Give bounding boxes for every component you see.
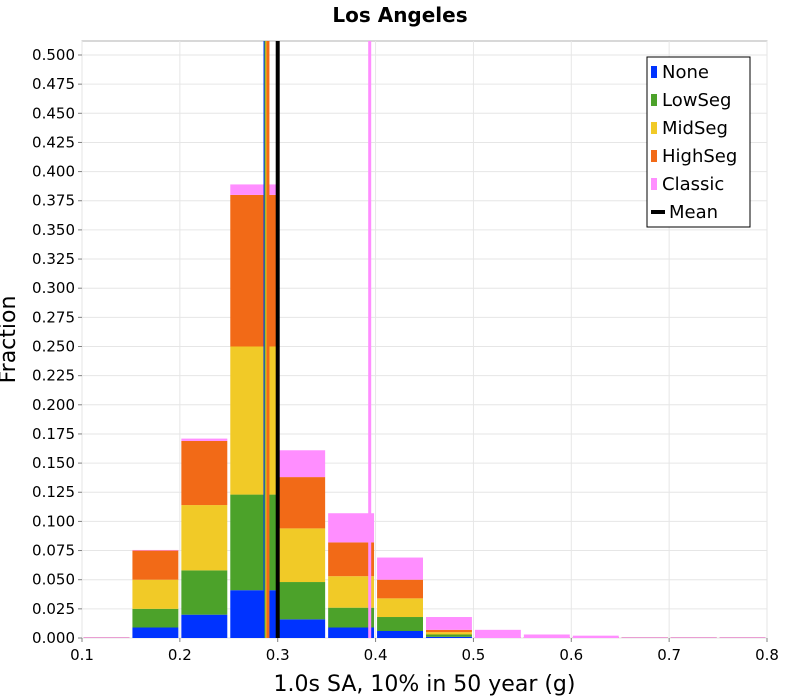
legend-swatch-classic [651, 178, 657, 190]
bar-lowseg-0.15 [132, 608, 179, 628]
legend-label-classic: Classic [662, 174, 724, 195]
bar-midseg-0.20 [181, 505, 228, 571]
bar-classic-0.55 [523, 634, 570, 638]
bar-classic-0.30 [279, 450, 326, 478]
y-tick-label: 0.425 [32, 133, 75, 151]
bar-lowseg-0.35 [328, 607, 375, 628]
bar-classic-0.50 [474, 629, 521, 638]
y-tick-label: 0.400 [32, 163, 75, 181]
y-tick-label: 0.250 [32, 337, 75, 355]
x-tick-label: 0.7 [657, 646, 681, 664]
x-axis: 0.1 0.2 0.3 0.4 0.5 0.6 0.7 0.8 [70, 638, 779, 664]
legend-label-highseg: HighSeg [662, 146, 737, 167]
bar-none-0.40 [377, 631, 423, 638]
bar-none-0.45 [426, 636, 472, 638]
y-tick-label: 0.325 [32, 250, 75, 268]
bar-midseg-0.30 [279, 528, 326, 583]
y-axis-title: Fraction [0, 296, 21, 384]
y-tick-label: 0.125 [32, 483, 75, 501]
bar-none-0.20 [181, 614, 228, 638]
bar-classic-0.10 [83, 637, 130, 638]
y-tick-label: 0.100 [32, 512, 75, 530]
y-tick-label: 0.475 [32, 75, 75, 93]
bar-classic-0.70 [670, 637, 717, 638]
legend: None LowSeg MidSeg HighSeg Classic Mean [646, 56, 751, 228]
bar-highseg-0.35 [328, 542, 375, 577]
bar-classic-0.75 [719, 637, 766, 638]
bar-classic-0.20 [181, 438, 228, 441]
bar-classic-0.45 [426, 617, 472, 630]
x-tick-label: 0.4 [364, 646, 388, 664]
legend-box [646, 56, 751, 228]
x-tick-label: 0.6 [559, 646, 583, 664]
bar-none-0.15 [132, 627, 179, 638]
bar-classic-0.40 [377, 557, 423, 580]
bar-lowseg-0.45 [426, 634, 472, 637]
x-tick-label: 0.3 [266, 646, 290, 664]
y-tick-label: 0.300 [32, 279, 75, 297]
x-tick-label: 0.2 [168, 646, 192, 664]
legend-swatch-mean [651, 210, 665, 214]
y-tick-label: 0.375 [32, 192, 75, 210]
bar-classic-0.35 [328, 513, 375, 543]
y-tick-label: 0.175 [32, 425, 75, 443]
bar-classic-0.60 [572, 635, 619, 638]
bar-lowseg-0.30 [279, 582, 326, 620]
bar-lowseg-0.40 [377, 617, 423, 632]
x-axis-title: 1.0s SA, 10% in 50 year (g) [274, 672, 576, 697]
y-tick-label: 0.225 [32, 367, 75, 385]
y-tick-label: 0.150 [32, 454, 75, 472]
y-tick-label: 0.050 [32, 571, 75, 589]
legend-label-none: None [662, 62, 709, 83]
bar-lowseg-0.20 [181, 570, 228, 615]
bar-midseg-0.35 [328, 576, 375, 608]
chart-title: Los Angeles [332, 3, 467, 27]
bar-midseg-0.40 [377, 598, 423, 618]
y-tick-label: 0.450 [32, 104, 75, 122]
legend-swatch-lowseg [651, 94, 657, 106]
legend-swatch-highseg [651, 150, 657, 162]
legend-label-lowseg: LowSeg [662, 90, 731, 111]
legend-label-mean: Mean [669, 202, 718, 223]
bar-highseg-0.45 [426, 629, 472, 633]
y-tick-label: 0.200 [32, 396, 75, 414]
bar-none-0.35 [328, 627, 375, 638]
y-axis: 0.000 0.025 0.050 0.075 0.100 0.125 0.150 0.175… [32, 46, 82, 647]
bar-midseg-0.45 [426, 632, 472, 635]
bar-classic-0.65 [621, 637, 668, 638]
y-tick-label: 0.350 [32, 221, 75, 239]
x-tick-label: 0.1 [70, 646, 94, 664]
y-tick-label: 0.075 [32, 542, 75, 560]
mean-lines [263, 41, 372, 638]
bar-highseg-0.30 [279, 477, 326, 529]
bar-classic-0.15 [132, 549, 179, 551]
x-tick-label: 0.8 [755, 646, 779, 664]
x-tick-label: 0.5 [461, 646, 485, 664]
y-tick-label: 0.025 [32, 600, 75, 618]
y-tick-label: 0.500 [32, 46, 75, 64]
bar-none-0.30 [279, 619, 326, 638]
legend-label-midseg: MidSeg [662, 118, 728, 139]
bar-highseg-0.15 [132, 550, 179, 580]
legend-swatch-midseg [651, 122, 657, 134]
bar-highseg-0.20 [181, 440, 228, 506]
bar-highseg-0.40 [377, 579, 423, 599]
legend-swatch-none [651, 66, 657, 78]
y-tick-label: 0.275 [32, 308, 75, 326]
y-tick-label: 0.000 [32, 629, 75, 647]
bar-midseg-0.15 [132, 579, 179, 609]
bar-classic-0.25 [230, 184, 277, 195]
